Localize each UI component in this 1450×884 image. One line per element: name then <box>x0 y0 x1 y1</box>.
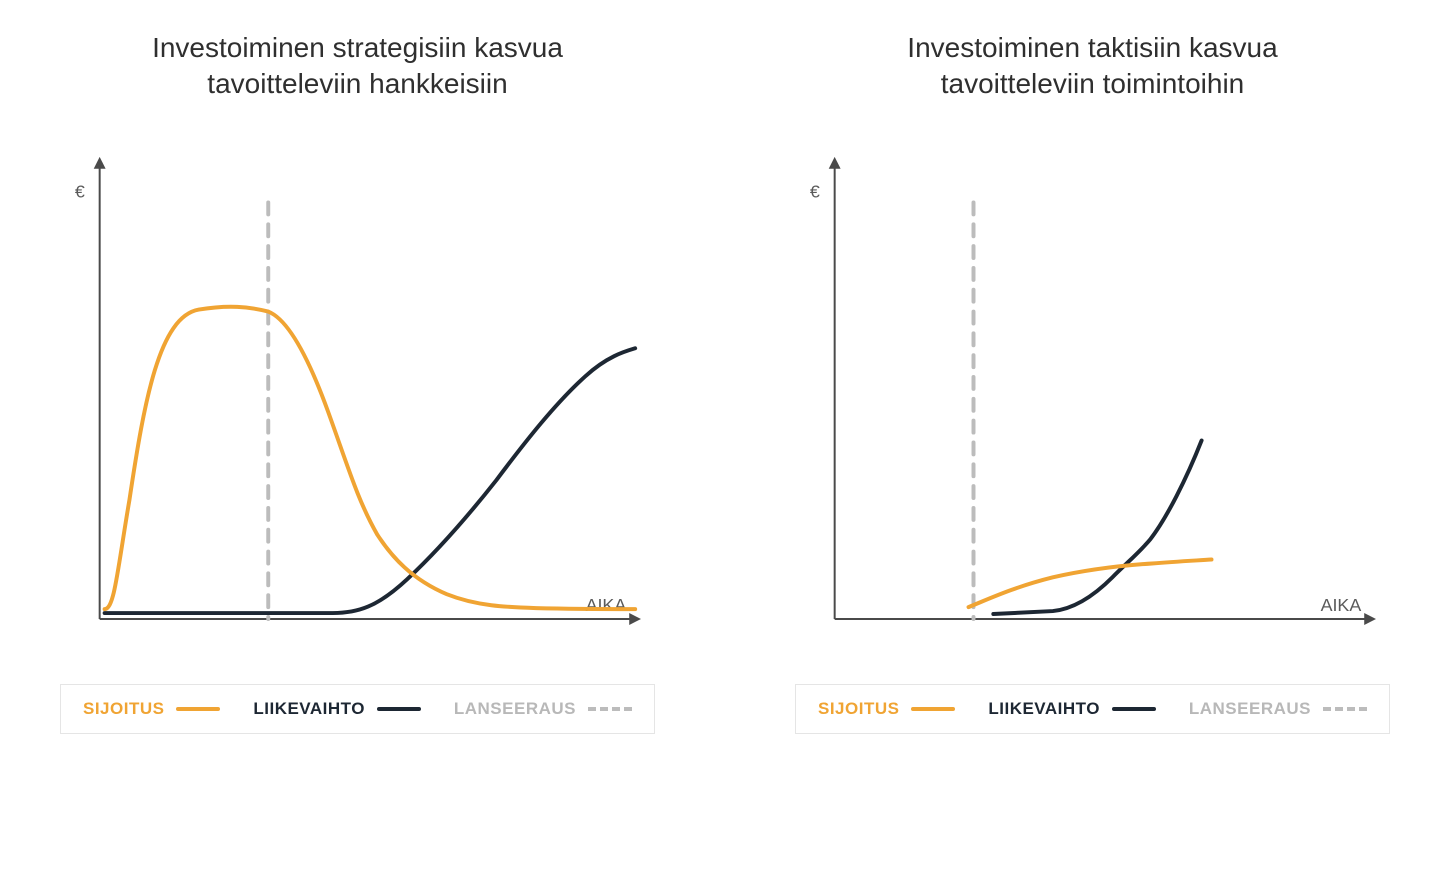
legend-strategic: SIJOITUS LIIKEVAIHTO LANSEERAUS <box>60 684 655 734</box>
investment-series <box>105 307 636 609</box>
legend-item-lanseeraus: LANSEERAUS <box>454 699 632 719</box>
revenue-series <box>993 440 1201 614</box>
chart-title-tactical: Investoiminen taktisiin kasvua tavoittel… <box>907 30 1277 103</box>
revenue-series <box>105 348 636 613</box>
legend-tactical: SIJOITUS LIIKEVAIHTO LANSEERAUS <box>795 684 1390 734</box>
chart-tactical: € AIKA <box>795 143 1390 654</box>
y-axis-label: € <box>75 181 85 201</box>
legend-label: LANSEERAUS <box>454 699 576 719</box>
page-container: Investoiminen strategisiin kasvua tavoit… <box>0 0 1450 774</box>
legend-item-sijoitus: SIJOITUS <box>818 699 955 719</box>
legend-swatch <box>911 707 955 711</box>
chart-svg-tactical: € AIKA <box>795 143 1390 649</box>
legend-swatch <box>588 707 632 711</box>
legend-label: LIIKEVAIHTO <box>988 699 1100 719</box>
chart-title-strategic: Investoiminen strategisiin kasvua tavoit… <box>152 30 563 103</box>
x-axis-label: AIKA <box>586 595 627 615</box>
panel-strategic: Investoiminen strategisiin kasvua tavoit… <box>60 30 655 734</box>
chart-svg-strategic: € AIKA <box>60 143 655 649</box>
legend-label: LANSEERAUS <box>1189 699 1311 719</box>
y-axis-label: € <box>810 181 820 201</box>
legend-label: SIJOITUS <box>818 699 899 719</box>
legend-label: LIIKEVAIHTO <box>253 699 365 719</box>
legend-item-sijoitus: SIJOITUS <box>83 699 220 719</box>
legend-label: SIJOITUS <box>83 699 164 719</box>
legend-swatch <box>377 707 421 711</box>
panel-tactical: Investoiminen taktisiin kasvua tavoittel… <box>795 30 1390 734</box>
legend-item-liikevaihto: LIIKEVAIHTO <box>253 699 421 719</box>
legend-item-liikevaihto: LIIKEVAIHTO <box>988 699 1156 719</box>
x-axis-label: AIKA <box>1321 595 1362 615</box>
chart-strategic: € AIKA <box>60 143 655 654</box>
investment-series <box>969 559 1212 607</box>
legend-item-lanseeraus: LANSEERAUS <box>1189 699 1367 719</box>
legend-swatch <box>1112 707 1156 711</box>
legend-swatch <box>176 707 220 711</box>
legend-swatch <box>1323 707 1367 711</box>
